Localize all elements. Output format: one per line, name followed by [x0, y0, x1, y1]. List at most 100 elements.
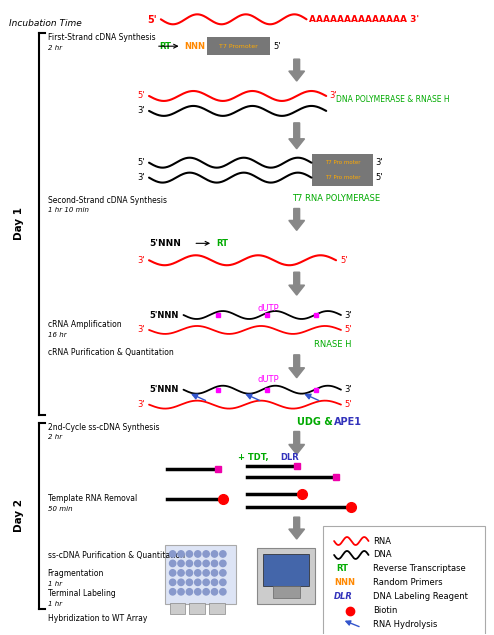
FancyBboxPatch shape	[207, 37, 270, 55]
Circle shape	[211, 551, 218, 557]
Text: 5': 5'	[137, 158, 145, 167]
Text: dUTP: dUTP	[257, 375, 279, 384]
Text: 1 hr: 1 hr	[47, 581, 62, 587]
Text: AAAAAAAAAAAAAA 3': AAAAAAAAAAAAAA 3'	[309, 15, 419, 24]
FancyBboxPatch shape	[189, 603, 205, 613]
Text: RNA Hydrolysis: RNA Hydrolysis	[373, 620, 438, 629]
Text: 5'NNN: 5'NNN	[149, 239, 181, 248]
Circle shape	[211, 570, 218, 576]
Circle shape	[203, 570, 209, 576]
Text: APE1: APE1	[334, 417, 362, 427]
Polygon shape	[289, 59, 305, 81]
Circle shape	[195, 589, 201, 595]
Circle shape	[186, 560, 193, 566]
Circle shape	[195, 560, 201, 566]
Text: Fragmentation: Fragmentation	[47, 569, 104, 578]
Text: Terminal Labeling: Terminal Labeling	[47, 589, 116, 598]
Text: DNA: DNA	[373, 551, 392, 559]
Circle shape	[211, 589, 218, 595]
Circle shape	[220, 579, 226, 585]
Text: 3': 3'	[137, 326, 145, 335]
Text: 3': 3'	[375, 158, 383, 167]
Text: 5'NNN: 5'NNN	[149, 385, 178, 394]
Text: 5': 5'	[344, 326, 351, 335]
Circle shape	[186, 551, 193, 557]
Text: 3': 3'	[137, 400, 145, 409]
Circle shape	[220, 589, 226, 595]
Text: 3': 3'	[329, 91, 337, 100]
Circle shape	[203, 579, 209, 585]
Text: 3': 3'	[344, 385, 352, 394]
FancyBboxPatch shape	[323, 526, 485, 635]
Text: Random Primers: Random Primers	[373, 578, 443, 587]
Circle shape	[186, 589, 193, 595]
Circle shape	[178, 589, 184, 595]
Circle shape	[178, 579, 184, 585]
Text: ss-cDNA Purification & Quantitation: ss-cDNA Purification & Quantitation	[47, 551, 185, 560]
Text: T7 RNA POLYMERASE: T7 RNA POLYMERASE	[292, 194, 380, 203]
Text: First-Strand cDNA Synthesis: First-Strand cDNA Synthesis	[47, 33, 155, 43]
Text: 3': 3'	[344, 311, 352, 319]
Circle shape	[169, 551, 176, 557]
Circle shape	[169, 560, 176, 566]
Text: 5'NNN: 5'NNN	[149, 311, 178, 319]
Text: DLR: DLR	[334, 592, 353, 601]
FancyBboxPatch shape	[209, 603, 225, 613]
FancyBboxPatch shape	[165, 545, 236, 604]
Text: 5': 5'	[375, 173, 383, 182]
Circle shape	[178, 560, 184, 566]
Polygon shape	[289, 123, 305, 149]
Polygon shape	[289, 355, 305, 378]
Text: 5': 5'	[137, 91, 145, 100]
Text: 3': 3'	[137, 173, 145, 182]
Text: 1 hr: 1 hr	[47, 601, 62, 607]
Text: NNN: NNN	[184, 42, 206, 51]
Polygon shape	[289, 272, 305, 295]
Text: NNN: NNN	[334, 578, 355, 587]
Circle shape	[211, 560, 218, 566]
Text: DNA Labeling Reagent: DNA Labeling Reagent	[373, 592, 468, 601]
Circle shape	[169, 570, 176, 576]
Text: 50 min: 50 min	[47, 506, 72, 512]
Circle shape	[186, 579, 193, 585]
Circle shape	[169, 579, 176, 585]
Circle shape	[178, 570, 184, 576]
Circle shape	[178, 551, 184, 557]
Text: Reverse Transcriptase: Reverse Transcriptase	[373, 565, 466, 573]
Circle shape	[195, 570, 201, 576]
Text: 2 hr: 2 hr	[47, 434, 62, 441]
FancyBboxPatch shape	[312, 169, 373, 185]
Circle shape	[195, 551, 201, 557]
Text: 5': 5'	[340, 256, 347, 265]
FancyBboxPatch shape	[312, 154, 373, 171]
Text: T7 Promoter: T7 Promoter	[219, 44, 258, 49]
Text: 1 hr 10 min: 1 hr 10 min	[47, 208, 88, 213]
Text: RT: RT	[336, 565, 348, 573]
Circle shape	[220, 551, 226, 557]
Text: RNA: RNA	[373, 537, 391, 545]
Text: RNASE H: RNASE H	[314, 340, 352, 349]
Circle shape	[195, 579, 201, 585]
FancyBboxPatch shape	[257, 548, 315, 604]
Polygon shape	[289, 432, 305, 455]
Circle shape	[203, 589, 209, 595]
Circle shape	[211, 579, 218, 585]
Text: UDG &: UDG &	[297, 417, 336, 427]
Circle shape	[169, 589, 176, 595]
Polygon shape	[289, 517, 305, 539]
Text: Day 2: Day 2	[14, 499, 24, 532]
Text: Template RNA Removal: Template RNA Removal	[47, 494, 137, 503]
Circle shape	[203, 560, 209, 566]
Text: 3': 3'	[137, 107, 145, 116]
Polygon shape	[289, 208, 305, 231]
Circle shape	[220, 560, 226, 566]
Text: RT: RT	[216, 239, 228, 248]
Text: dUTP: dUTP	[257, 304, 279, 312]
Text: DNA POLYMERASE & RNASE H: DNA POLYMERASE & RNASE H	[336, 95, 450, 104]
FancyBboxPatch shape	[273, 586, 300, 598]
Text: 16 hr: 16 hr	[47, 332, 66, 338]
Text: Biotin: Biotin	[373, 606, 398, 615]
Text: 2nd-Cycle ss-cDNA Synthesis: 2nd-Cycle ss-cDNA Synthesis	[47, 422, 159, 432]
Text: 5': 5'	[344, 400, 351, 409]
Text: DLR: DLR	[280, 453, 299, 462]
